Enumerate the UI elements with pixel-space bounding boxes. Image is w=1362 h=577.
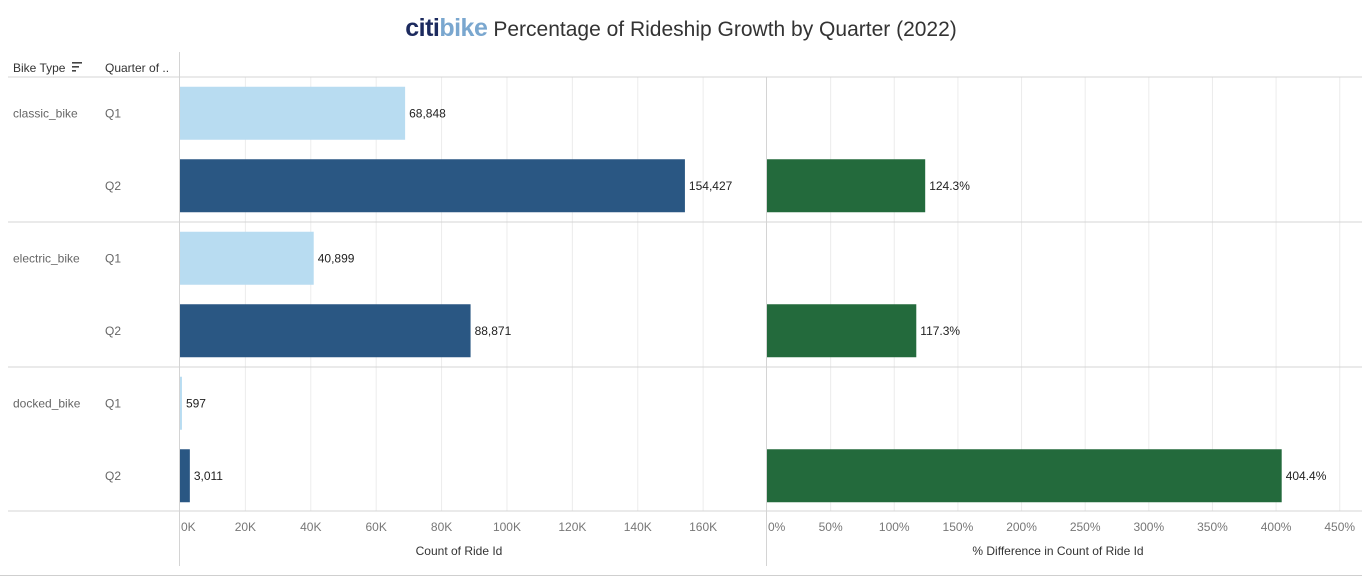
x-tick-label-count: 20K xyxy=(235,520,256,534)
pct-bar-classic_bike-q2[interactable] xyxy=(767,159,926,213)
x-tick-label-pct: 300% xyxy=(1133,520,1164,534)
count-bar-classic_bike-q2[interactable] xyxy=(180,159,685,213)
x-tick-label-pct: 50% xyxy=(819,520,843,534)
count-value-label: 3,011 xyxy=(194,469,223,483)
x-tick-label-pct: 350% xyxy=(1197,520,1228,534)
quarter-label: Q2 xyxy=(105,469,121,483)
data-labels: 68,848 154,427 124.3% 40,899 88,871 117.3% 597… xyxy=(186,106,1327,483)
quarter-label: Q1 xyxy=(105,106,121,120)
count-value-label: 88,871 xyxy=(475,324,512,338)
x-tick-label-count: 140K xyxy=(624,520,652,534)
x-tick-label-pct: 450% xyxy=(1324,520,1355,534)
x-axis-title-pct: % Difference in Count of Ride Id xyxy=(972,544,1143,558)
bike-type-label: classic_bike xyxy=(13,106,78,120)
quarter-label: Q1 xyxy=(105,396,121,410)
quarter-label: Q2 xyxy=(105,179,121,193)
pct-value-label: 404.4% xyxy=(1286,469,1327,483)
row-labels: classic_bike Q1 Q2 electric_bike Q1 Q2 docked_… xyxy=(13,106,121,483)
x-tick-label-count: 80K xyxy=(431,520,452,534)
bike-type-label: docked_bike xyxy=(13,396,81,410)
citibike-logo: citibike xyxy=(405,14,488,42)
x-tick-label-count: 60K xyxy=(366,520,387,534)
x-tick-label-count: 40K xyxy=(300,520,321,534)
x-tick-label-pct: 200% xyxy=(1006,520,1037,534)
quarter-label: Q1 xyxy=(105,251,121,265)
count-value-label: 597 xyxy=(186,396,206,410)
header-quarter[interactable]: Quarter of .. xyxy=(105,61,169,75)
x-tick-label-count: 120K xyxy=(558,520,586,534)
structure-lines xyxy=(0,52,1362,576)
bike-type-label: electric_bike xyxy=(13,251,80,265)
pct-value-label: 124.3% xyxy=(929,179,970,193)
x-axis-title-count: Count of Ride Id xyxy=(416,544,503,558)
x-tick-label-pct: 150% xyxy=(943,520,974,534)
count-bar-classic_bike-q1[interactable] xyxy=(180,86,406,140)
grid-layer xyxy=(244,77,1341,511)
x-tick-label-pct: 400% xyxy=(1261,520,1292,534)
count-value-label: 40,899 xyxy=(318,251,355,265)
x-tick-label-count: 0K xyxy=(181,520,196,534)
axis-ticks: 0K 20K 40K 60K 80K 100K 120K 140K 160K 0% 50% 100% 1… xyxy=(181,520,1355,534)
count-bar-docked_bike-q1[interactable] xyxy=(180,376,182,430)
chart-title: citibike Percentage of Rideship Growth by… xyxy=(0,14,1362,43)
count-value-label: 68,848 xyxy=(409,106,446,120)
count-bar-electric_bike-q1[interactable] xyxy=(180,231,314,285)
x-tick-label-pct: 100% xyxy=(879,520,910,534)
count-value-label: 154,427 xyxy=(689,179,733,193)
x-tick-label-pct: 250% xyxy=(1070,520,1101,534)
x-tick-label-count: 160K xyxy=(689,520,717,534)
pct-bar-docked_bike-q2[interactable] xyxy=(767,449,1282,503)
x-tick-label-count: 100K xyxy=(493,520,521,534)
pct-bar-electric_bike-q2[interactable] xyxy=(767,304,917,358)
x-tick-label-pct: 0% xyxy=(768,520,786,534)
bars xyxy=(180,86,1282,503)
pct-value-label: 117.3% xyxy=(920,324,960,338)
sort-descending-icon[interactable] xyxy=(72,62,82,72)
chart-title-text: Percentage of Rideship Growth by Quarter… xyxy=(493,18,957,41)
quarter-label: Q2 xyxy=(105,324,121,338)
header-bike-type[interactable]: Bike Type xyxy=(13,61,66,75)
count-bar-docked_bike-q2[interactable] xyxy=(180,449,190,503)
count-bar-electric_bike-q2[interactable] xyxy=(180,304,471,358)
